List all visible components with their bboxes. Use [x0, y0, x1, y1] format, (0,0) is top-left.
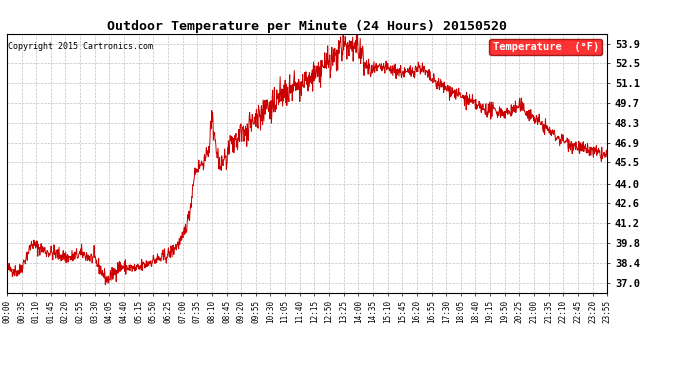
Temperature  (°F)	[101, 282, 110, 287]
Legend: Temperature  (°F): Temperature (°F)	[489, 39, 602, 55]
Temperature  (°F)	[137, 263, 145, 267]
Line: Temperature  (°F): Temperature (°F)	[7, 32, 607, 285]
Temperature  (°F)	[603, 151, 611, 156]
Temperature  (°F)	[401, 67, 409, 71]
Title: Outdoor Temperature per Minute (24 Hours) 20150520: Outdoor Temperature per Minute (24 Hours…	[107, 20, 507, 33]
Temperature  (°F)	[122, 266, 130, 270]
Temperature  (°F)	[533, 114, 541, 118]
Text: Copyright 2015 Cartronics.com: Copyright 2015 Cartronics.com	[8, 42, 153, 51]
Temperature  (°F)	[204, 154, 212, 159]
Temperature  (°F)	[353, 30, 362, 34]
Temperature  (°F)	[3, 264, 11, 269]
Temperature  (°F)	[480, 106, 488, 111]
